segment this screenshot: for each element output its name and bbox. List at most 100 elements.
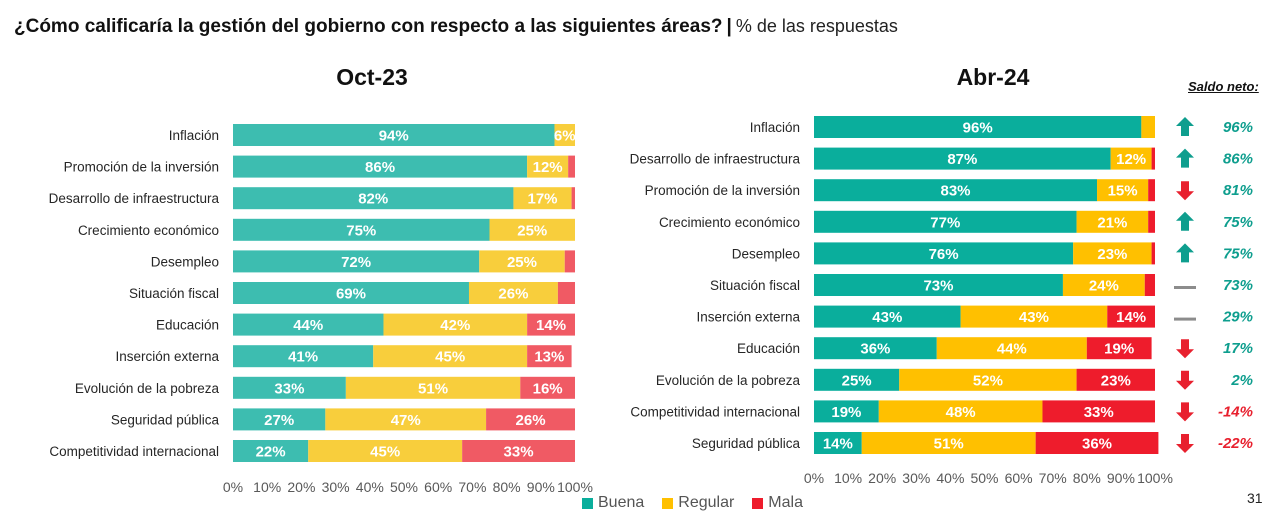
left-bar-regular <box>489 218 575 241</box>
saldo-neto-value: 75% <box>1223 245 1253 262</box>
left-data-label-mala: 13% <box>534 349 564 366</box>
arrow-down-icon <box>1176 181 1194 201</box>
right-category-label: Crecimiento económico <box>659 215 800 230</box>
right-data-label-mala: 14% <box>1116 309 1146 326</box>
left-bar-regular <box>373 345 528 368</box>
right-bar-buena <box>814 368 900 391</box>
page-number: 31 <box>1247 490 1263 506</box>
flat-dash-icon <box>1174 286 1196 289</box>
right-chart-title: Abr-24 <box>956 64 1030 90</box>
right-bar-buena <box>814 400 879 423</box>
left-data-label-buena: 33% <box>274 380 304 397</box>
right-x-tick-label: 20% <box>868 470 896 486</box>
right-data-label-buena: 76% <box>929 246 959 263</box>
saldo-neto-header: Saldo neto: <box>1188 79 1259 94</box>
right-data-label-mala: 36% <box>1082 436 1112 453</box>
left-bar-mala <box>462 440 575 462</box>
right-bar-regular <box>1110 147 1152 170</box>
right-x-tick-label: 90% <box>1107 470 1135 486</box>
right-x-tick-label: 40% <box>936 470 964 486</box>
left-data-label-regular: 45% <box>370 444 400 461</box>
right-data-label-regular: 48% <box>946 404 976 421</box>
left-bar-buena <box>233 313 384 336</box>
right-bar-regular <box>899 368 1077 391</box>
left-x-tick-label: 70% <box>458 479 486 495</box>
left-data-label-buena: 44% <box>293 317 323 334</box>
right-data-label-buena: 77% <box>930 214 960 231</box>
right-data-label-regular: 24% <box>1089 278 1119 295</box>
right-category-label: Competitividad internacional <box>630 404 800 419</box>
left-x-tick-label: 30% <box>322 479 350 495</box>
right-data-label-regular: 21% <box>1097 214 1127 231</box>
right-bar-buena <box>814 116 1142 138</box>
legend-label-buena: Buena <box>598 494 645 511</box>
legend-swatch-buena <box>582 497 593 509</box>
right-x-tick-label: 10% <box>834 470 862 486</box>
saldo-neto-value: 73% <box>1223 277 1253 294</box>
right-bar-buena <box>814 242 1074 265</box>
left-x-tick-label: 0% <box>223 479 243 495</box>
left-bar-mala <box>564 250 575 273</box>
legend-label-regular: Regular <box>678 494 735 511</box>
left-x-tick-label: 10% <box>253 479 281 495</box>
right-bar-regular <box>1062 274 1145 296</box>
left-x-tick-label: 80% <box>493 479 521 495</box>
left-bar-regular <box>513 187 572 210</box>
right-bar-buena <box>814 147 1111 170</box>
left-bar-mala <box>571 187 575 210</box>
left-x-tick-label: 40% <box>356 479 384 495</box>
left-data-label-mala: 14% <box>536 317 566 334</box>
arrow-down-icon <box>1176 434 1194 453</box>
flat-dash-icon <box>1174 317 1196 321</box>
right-bar-mala <box>1035 432 1159 454</box>
left-bar-buena <box>233 187 514 210</box>
left-bar-buena <box>233 155 528 178</box>
right-bar-buena <box>814 432 862 454</box>
right-bar-buena <box>814 274 1063 296</box>
right-bar-mala <box>1144 274 1155 296</box>
right-data-label-regular: 52% <box>973 372 1003 389</box>
left-data-label-mala: 16% <box>533 380 563 397</box>
right-bar-mala <box>1148 179 1155 202</box>
left-x-tick-label: 50% <box>390 479 418 495</box>
arrow-up-icon <box>1176 117 1194 136</box>
right-data-label-buena: 73% <box>923 278 953 295</box>
left-bar-buena <box>233 345 374 368</box>
left-x-tick-label: 60% <box>424 479 452 495</box>
right-bar-regular <box>960 305 1108 328</box>
legend: Buena Regular Mala <box>582 494 803 512</box>
left-x-tick-label: 20% <box>287 479 315 495</box>
legend-label-mala: Mala <box>768 494 803 511</box>
right-x-tick-label: 30% <box>902 470 930 486</box>
left-chart-title: Oct-23 <box>336 64 408 90</box>
left-data-label-regular: 51% <box>418 380 448 397</box>
right-data-label-regular: 44% <box>997 341 1027 358</box>
left-data-label-buena: 86% <box>365 159 395 176</box>
right-category-label: Situación fiscal <box>710 278 800 293</box>
left-category-label: Competitividad internacional <box>49 444 219 459</box>
right-data-label-buena: 36% <box>860 341 890 358</box>
left-bar-regular <box>527 155 569 178</box>
legend-item-regular: Regular <box>662 494 734 512</box>
right-x-tick-label: 50% <box>970 470 998 486</box>
right-bar-mala <box>1042 400 1155 423</box>
right-data-label-buena: 14% <box>823 436 853 453</box>
arrow-up-icon <box>1176 148 1194 168</box>
left-category-label: Desempleo <box>151 254 219 269</box>
left-bar-mala <box>527 313 575 336</box>
right-data-label-buena: 83% <box>940 183 970 200</box>
right-bar-mala <box>1076 368 1155 391</box>
left-category-label: Desarrollo de infraestructura <box>49 191 220 206</box>
saldo-neto-value: 86% <box>1223 151 1253 168</box>
right-bar-regular <box>878 400 1043 423</box>
right-bar-regular <box>1073 242 1152 265</box>
right-category-label: Promoción de la inversión <box>645 183 800 198</box>
left-bar-regular <box>308 440 463 462</box>
left-bar-buena <box>233 218 490 241</box>
right-data-label-regular: 23% <box>1097 246 1127 263</box>
left-category-label: Seguridad pública <box>111 412 220 427</box>
left-bar-regular <box>345 376 521 399</box>
left-data-label-regular: 6% <box>554 128 576 145</box>
arrow-down-icon <box>1176 370 1194 390</box>
left-bar-buena <box>233 408 326 431</box>
